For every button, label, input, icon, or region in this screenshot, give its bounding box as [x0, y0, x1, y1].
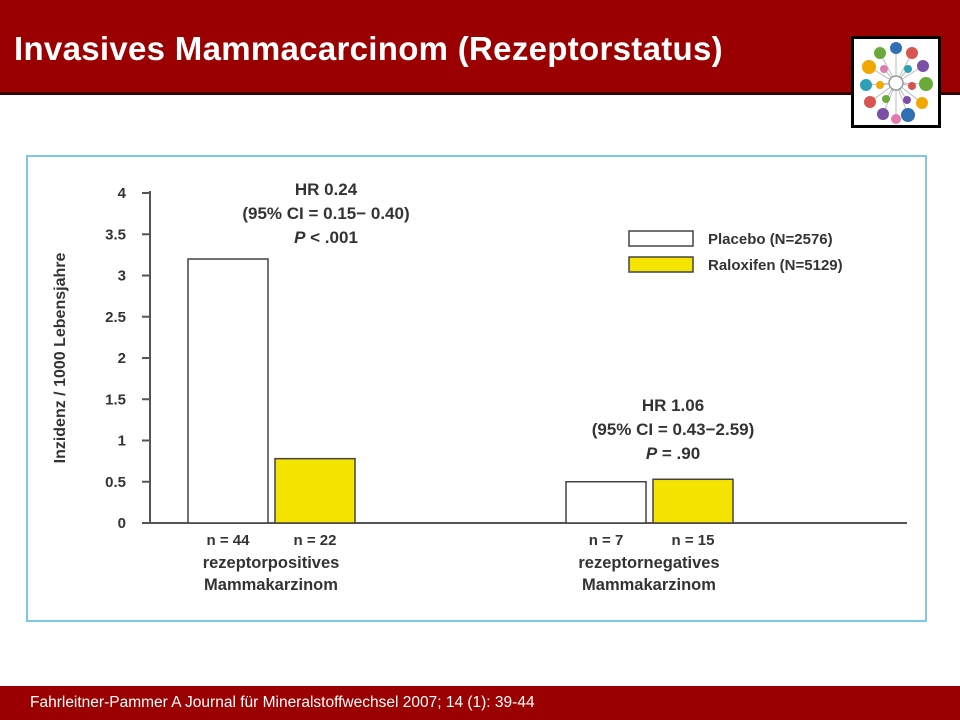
y-tick-label: 4: [118, 185, 127, 202]
y-tick-label: 2: [118, 350, 126, 367]
n-label: n = 7: [589, 532, 624, 549]
p-value: = .90: [657, 444, 700, 463]
bar-raloxifen-1: [274, 457, 356, 524]
legend-swatch-placebo: [628, 230, 694, 247]
y-tick-label: 2.5: [105, 309, 126, 326]
ci-annotation: (95% CI = 0.43−2.59): [592, 420, 755, 439]
y-tick-label: 1.5: [105, 391, 126, 408]
hr-annotation: HR 0.24: [295, 180, 358, 199]
category-label-line1: rezeptornegatives: [578, 554, 719, 572]
legend-swatch-raloxifen: [628, 256, 694, 273]
bar-placebo-1: [187, 258, 269, 524]
citation: Fahrleitner-Pammer A Journal für Mineral…: [30, 694, 535, 711]
ci-annotation: (95% CI = 0.15− 0.40): [242, 204, 409, 223]
p-value-annotation: P < .001: [294, 228, 358, 247]
category-label-line2: Mammakarzinom: [204, 576, 338, 594]
y-tick-label: 3: [118, 268, 126, 285]
y-tick-label: 3.5: [105, 226, 126, 243]
y-tick-label: 1: [118, 433, 126, 450]
flower-logo-icon: [860, 42, 933, 124]
category-label-line2: Mammakarzinom: [582, 576, 716, 594]
bar-raloxifen-2: [652, 478, 734, 524]
y-axis-title: Inzidenz / 1000 Lebensjahre: [52, 253, 69, 464]
journal-logo: [851, 36, 941, 128]
footer-bar: Fahrleitner-Pammer A Journal für Mineral…: [0, 686, 960, 720]
hr-annotation: HR 1.06: [642, 396, 704, 415]
p-letter: P: [646, 444, 658, 463]
n-label: n = 44: [207, 532, 251, 549]
p-letter: P: [294, 228, 306, 247]
chart-panel: 0 0.5 1 1.5 2 2.5 3 3.5 4 Inzidenz / 1000 Lebensj…: [26, 155, 927, 622]
y-tick-label: 0: [118, 515, 126, 532]
bar-chart: 0 0.5 1 1.5 2 2.5 3 3.5 4 Inzidenz / 1000 Lebensj…: [52, 180, 907, 594]
y-tick-label: 0.5: [105, 474, 126, 491]
p-value: < .001: [305, 228, 357, 247]
n-label: n = 15: [672, 532, 715, 549]
legend-label: Raloxifen (N=5129): [708, 257, 843, 274]
n-label: n = 22: [294, 532, 337, 549]
header-bar: Invasives Mammacarcinom (Rezeptorstatus): [0, 0, 960, 95]
category-label-line1: rezeptorpositives: [203, 554, 340, 572]
p-value-annotation: P = .90: [646, 444, 700, 463]
bar-placebo-2: [565, 481, 647, 524]
legend-label: Placebo (N=2576): [708, 231, 833, 248]
page-title: Invasives Mammacarcinom (Rezeptorstatus): [14, 30, 723, 67]
